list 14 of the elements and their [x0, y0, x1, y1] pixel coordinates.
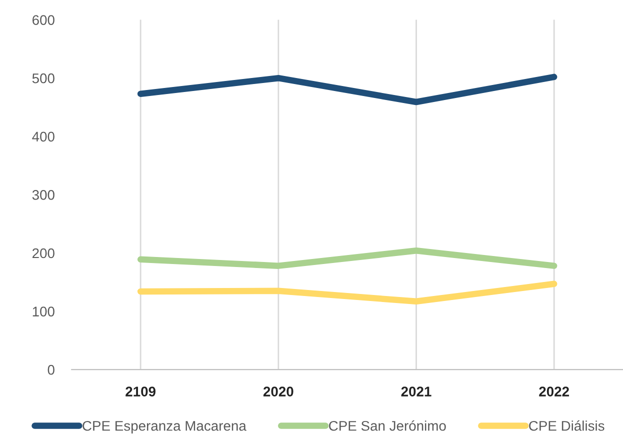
y-tick-label: 100 [32, 306, 54, 316]
y-tick-label: 500 [32, 73, 54, 84]
y-tick-label: 0 [48, 364, 54, 375]
x-tick-label: 2022 [539, 386, 569, 396]
legend-label: CPE San Jerónimo [329, 420, 446, 431]
x-tick-label: 2109 [126, 386, 156, 396]
x-tick-label: 2020 [263, 386, 294, 396]
y-tick-label: 300 [32, 190, 54, 200]
y-tick-label: 600 [32, 15, 54, 25]
y-tick-label: 200 [32, 248, 54, 258]
y-tick-label: 400 [32, 132, 54, 142]
legend-label: CPE Diálisis [529, 420, 604, 431]
legend-label: CPE Esperanza Macarena [82, 420, 246, 434]
x-tick-label: 2021 [401, 386, 432, 396]
